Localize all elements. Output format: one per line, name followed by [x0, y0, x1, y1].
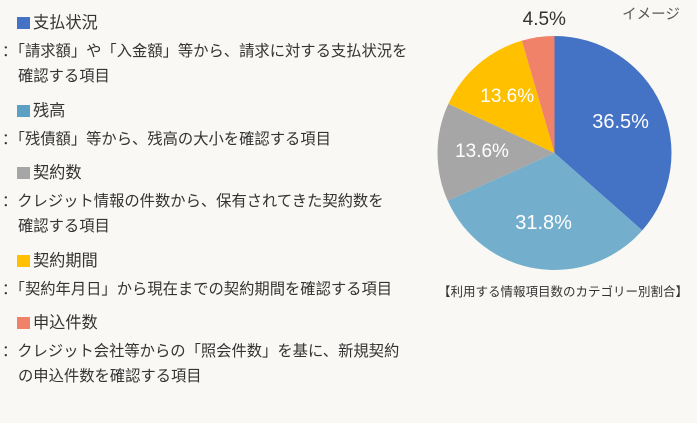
svg-text:イメージ: イメージ — [622, 7, 680, 23]
svg-text:31.8%: 31.8% — [515, 212, 572, 234]
svg-text:36.5%: 36.5% — [592, 111, 649, 133]
svg-text:13.6%: 13.6% — [480, 86, 534, 107]
svg-text:13.6%: 13.6% — [455, 141, 509, 162]
svg-text:【利用する情報項目数のカテゴリー別割合】: 【利用する情報項目数のカテゴリー別割合】 — [438, 284, 688, 299]
svg-text:4.5%: 4.5% — [523, 9, 566, 30]
